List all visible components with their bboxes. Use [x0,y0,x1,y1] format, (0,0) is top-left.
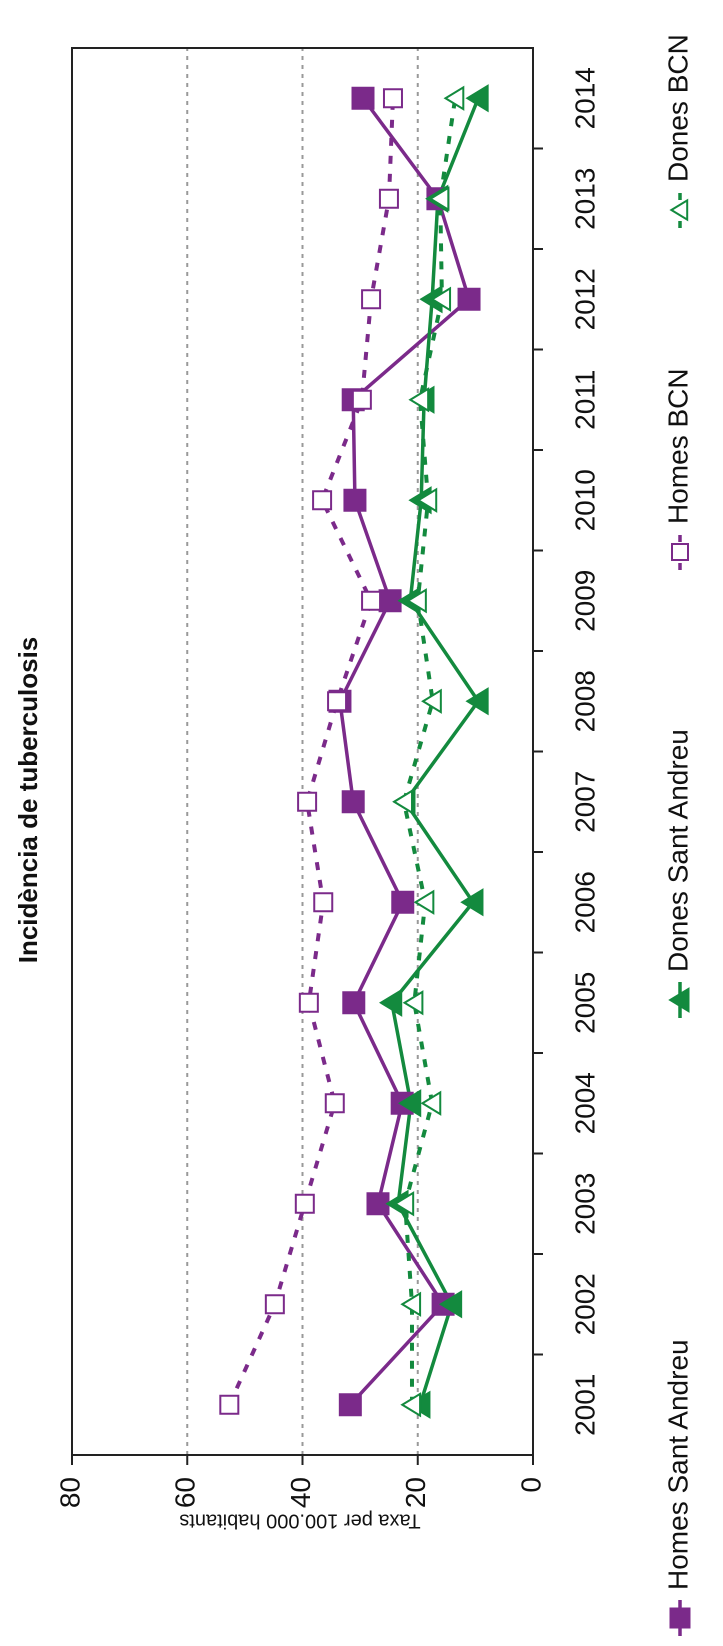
data-point [351,389,372,410]
legend-marker [669,1607,691,1629]
data-point [402,990,424,1016]
data-point [457,287,481,311]
data-point [312,490,333,511]
data-point [416,487,438,513]
legend-label: Homes BCN [662,368,693,524]
y-tick-label: 0 [515,1477,546,1493]
data-point [297,791,318,812]
data-point [378,188,399,209]
x-tick-label: 2009 [569,570,600,632]
x-tick-label: 2004 [569,1072,600,1134]
data-point [392,789,414,815]
data-point [400,1291,422,1317]
data-point [465,84,489,113]
data-point [460,888,484,917]
chart-title: Incidència de tuberculosis [13,637,43,964]
x-tick-label: 2006 [569,871,600,933]
y-tick-label: 40 [285,1477,316,1508]
data-point [421,688,442,714]
data-point [408,387,430,413]
y-tick-label: 80 [54,1477,85,1508]
x-tick-label: 2001 [569,1374,600,1436]
x-tick-label: 2012 [569,268,600,330]
y-tick-label: 60 [170,1477,201,1508]
data-point [420,1090,442,1116]
series-line [389,97,481,1406]
data-point [428,186,450,212]
legend-marker [669,198,689,222]
x-tick-label: 2003 [569,1173,600,1235]
rotated-chart: Incidència de tuberculosis Taxa per 100.… [13,34,693,1636]
data-point [400,1392,422,1418]
series-line [338,97,472,1406]
data-point [338,1393,362,1417]
x-tick-label: 2013 [569,168,600,230]
x-tick-label: 2011 [569,370,600,430]
data-point [406,588,427,614]
data-point [294,1193,315,1214]
legend-label: Homes Sant Andreu [662,1339,693,1590]
data-point [361,289,382,310]
legend-marker [671,543,689,561]
x-tick-label: 2005 [569,972,600,1034]
x-tick-label: 2014 [569,67,600,129]
data-point [264,1294,285,1315]
y-tick-label: 20 [400,1477,431,1508]
data-point [313,892,334,913]
data-point [361,590,382,611]
data-point [382,88,403,109]
data-point [327,691,348,712]
x-tick-label: 2010 [569,469,600,531]
data-point [378,988,403,1017]
data-point [343,488,367,512]
x-tick-label: 2002 [569,1273,600,1335]
legend-marker [668,987,690,1013]
data-point [430,286,452,312]
data-point [443,85,465,111]
data-point [438,1290,463,1319]
data-point [391,890,415,914]
legend-label: Dones BCN [662,34,693,182]
x-tick-label: 2008 [569,670,600,732]
data-point [341,790,365,814]
x-tick-label: 2007 [569,771,600,833]
legend-label: Dones Sant Andreu [662,729,693,972]
series-line [401,97,458,1405]
data-point [219,1394,240,1415]
data-point [465,687,489,716]
data-point [298,992,319,1013]
data-point [324,1093,345,1114]
data-point [413,889,435,915]
data-point [393,1191,415,1217]
data-point [351,86,375,110]
data-point [342,991,366,1015]
y-axis-label: Taxa per 100.000 habitants [179,1510,420,1532]
